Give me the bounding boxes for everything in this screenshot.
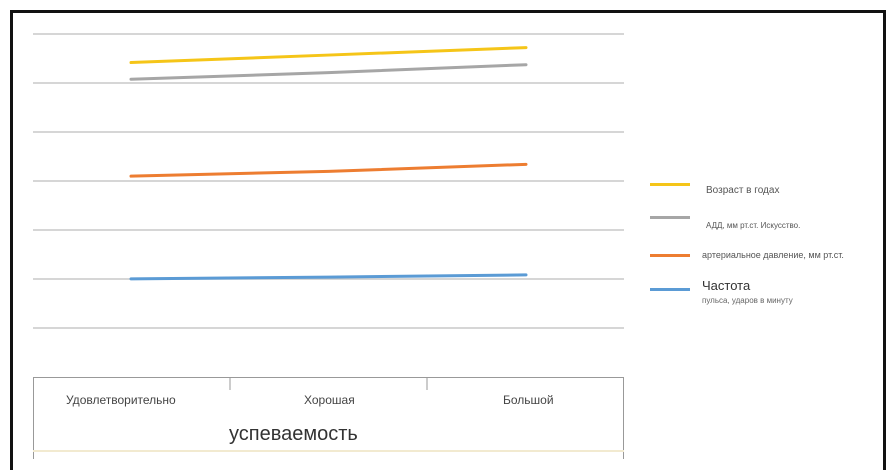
- series-line: [129, 46, 528, 65]
- legend: Возраст в годах АДД, мм рт.ст. Искусство…: [650, 0, 885, 330]
- legend-swatch: [650, 254, 690, 257]
- plot-area: [33, 33, 624, 329]
- x-tick-label: Большой: [503, 393, 554, 407]
- legend-swatch: [650, 288, 690, 291]
- series-lines: [129, 46, 528, 281]
- x-tick-label: Хорошая: [304, 393, 355, 407]
- legend-swatch: [650, 183, 690, 186]
- legend-label: АДД, мм рт.ст. Искусство.: [706, 221, 801, 230]
- legend-label: артериальное давление, мм рт.ст.: [702, 250, 844, 260]
- series-line: [129, 162, 528, 178]
- legend-label: Частота: [702, 278, 751, 293]
- legend-label: Возраст в годах: [706, 185, 780, 196]
- x-axis-box: [33, 377, 624, 459]
- legend-sublabel: пульса, ударов в минуту: [702, 296, 793, 305]
- x-axis-title: успеваемость: [229, 423, 358, 445]
- x-tick-label: Удовлетворительно: [66, 393, 176, 407]
- gridlines: [33, 33, 624, 329]
- legend-swatch: [650, 216, 690, 219]
- chart-frame: [10, 10, 886, 470]
- series-line: [129, 63, 528, 81]
- series-line: [129, 273, 528, 281]
- bottom-rule: [33, 450, 624, 452]
